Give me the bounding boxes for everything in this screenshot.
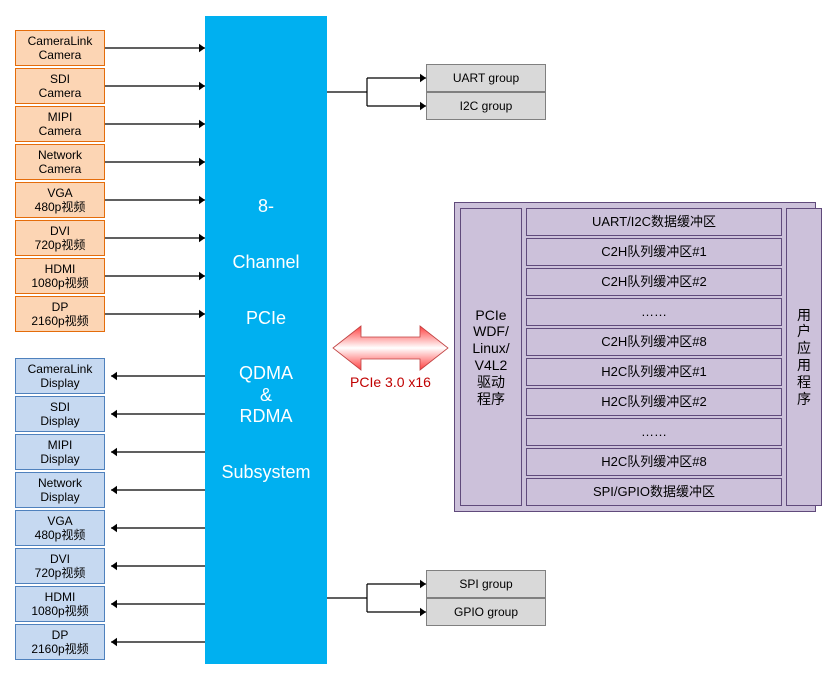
camera-4: VGA 480p视频	[15, 182, 105, 218]
display-4: VGA 480p视频	[15, 510, 105, 546]
camera-3: Network Camera	[15, 144, 105, 180]
buffer-0: UART/I2C数据缓冲区	[526, 208, 782, 236]
display-0: CameraLink Display	[15, 358, 105, 394]
central-line-3: QDMA & RDMA	[239, 363, 293, 428]
top-group-0: UART group	[426, 64, 546, 92]
central-line-2: PCIe	[246, 308, 286, 330]
camera-0: CameraLink Camera	[15, 30, 105, 66]
top-group-1: I2C group	[426, 92, 546, 120]
central-line-4: Subsystem	[221, 462, 310, 484]
display-7: DP 2160p视频	[15, 624, 105, 660]
central-line-1: Channel	[232, 252, 299, 274]
buffer-5: H2C队列缓冲区#1	[526, 358, 782, 386]
buffer-1: C2H队列缓冲区#1	[526, 238, 782, 266]
buffer-8: H2C队列缓冲区#8	[526, 448, 782, 476]
central-subsystem: 8- Channel PCIe QDMA & RDMA Subsystem	[205, 16, 327, 664]
user-app: 用 户 应 用 程 序	[786, 208, 822, 506]
buffer-2: C2H队列缓冲区#2	[526, 268, 782, 296]
camera-7: DP 2160p视频	[15, 296, 105, 332]
bottom-group-0: SPI group	[426, 570, 546, 598]
buffer-4: C2H队列缓冲区#8	[526, 328, 782, 356]
display-3: Network Display	[15, 472, 105, 508]
buffer-7: ……	[526, 418, 782, 446]
display-5: DVI 720p视频	[15, 548, 105, 584]
central-line-0: 8-	[258, 196, 274, 218]
buffer-9: SPI/GPIO数据缓冲区	[526, 478, 782, 506]
bottom-group-1: GPIO group	[426, 598, 546, 626]
display-2: MIPI Display	[15, 434, 105, 470]
camera-1: SDI Camera	[15, 68, 105, 104]
buffer-6: H2C队列缓冲区#2	[526, 388, 782, 416]
driver-block: PCIe WDF/ Linux/ V4L2 驱动 程序	[460, 208, 522, 506]
display-1: SDI Display	[15, 396, 105, 432]
camera-5: DVI 720p视频	[15, 220, 105, 256]
pcie-label: PCIe 3.0 x16	[341, 374, 441, 390]
buffer-3: ……	[526, 298, 782, 326]
camera-6: HDMI 1080p视频	[15, 258, 105, 294]
camera-2: MIPI Camera	[15, 106, 105, 142]
display-6: HDMI 1080p视频	[15, 586, 105, 622]
